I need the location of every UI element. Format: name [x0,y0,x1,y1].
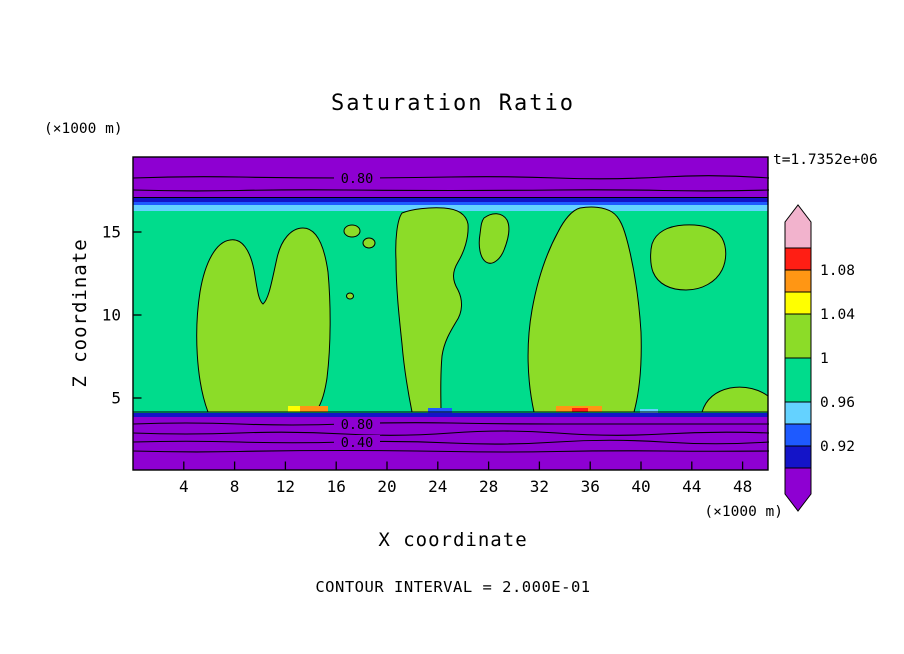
top-navy-strip [133,198,768,202]
x-tick-label: 48 [733,477,752,496]
colorbar-label: 0.96 [820,395,855,411]
x-tick-label: 16 [327,477,346,496]
top-blue-strip [133,202,768,205]
x-tick-label: 12 [276,477,295,496]
cool-spot-cyan [640,409,658,413]
contour-label-mask-bottom-2 [334,435,380,449]
x-tick-label: 32 [530,477,549,496]
hot-spot-yellow [288,406,302,412]
colorbar-segment [784,291,812,315]
contour-line-bottom-4 [132,449,770,453]
colorbar-label: 1.04 [820,307,855,323]
x-tick-label: 28 [479,477,498,496]
top-cyan-strip [133,205,768,211]
contour-plot-area: 0.80 0.80 0.40 [132,156,770,471]
x-axis-title: X coordinate [378,529,527,551]
x-tick-label: 4 [179,477,189,496]
colorbar-label: 1.08 [820,263,855,279]
colorbar-segment [784,401,812,425]
contour-line-top-080 [132,175,770,180]
colorbar: 1.08 1.04 1 0.96 0.92 [784,204,855,512]
x-tick-label: 20 [377,477,396,496]
x-tick-label: 36 [581,477,600,496]
y-tick-label: 10 [102,306,121,325]
contour-line-top-2 [132,189,770,192]
blob-small-2 [362,237,376,249]
blob-center-tall [395,207,469,413]
contour-label-top: 0.80 [341,171,374,187]
contour-interval-note: CONTOUR INTERVAL = 2.000E-01 [315,578,590,596]
colorbar-label: 1 [820,351,829,367]
contour-line-bottom-040 [132,439,770,445]
bottom-navy-strip [133,413,768,417]
blob-speck-1 [346,292,354,300]
time-label: t=1.7352e+06 [773,152,878,168]
x-tick-label: 24 [428,477,447,496]
blob-right-round [650,224,727,291]
y-tick-label: 5 [111,389,121,408]
colorbar-segment [784,247,812,271]
contour-label-bottom-080: 0.80 [341,417,374,433]
cool-spot-blue [428,408,452,413]
colorbar-over-arrow [784,204,812,249]
colorbar-label: 0.92 [820,439,855,455]
x-tick-label: 44 [682,477,701,496]
blob-small-1 [343,224,361,238]
blob-left-large [196,227,331,413]
contour-line-bottom-2 [132,430,770,436]
x-tick-label: 40 [631,477,650,496]
y-axis-title: Z coordinate [69,238,91,387]
colorbar-segment [784,445,812,469]
plot-frame [132,156,769,471]
colorbar-segment [784,423,812,447]
y-tick-label: 15 [102,223,121,242]
x-unit-label: (×1000 m) [704,504,783,520]
contour-label-mask-bottom-1 [334,417,380,431]
contour-label-bottom-040: 0.40 [341,435,374,451]
blob-bottom-right-corner [701,386,769,413]
colorbar-segment [784,269,812,293]
blob-right-center-large [527,206,642,413]
contour-line-bottom-080 [132,422,769,426]
x-tick-label: 8 [230,477,240,496]
blob-bean [478,213,510,264]
contour-label-mask-top [334,168,380,186]
hot-spot-orange-1 [300,406,328,412]
colorbar-segment [784,357,812,403]
chart-title: Saturation Ratio [331,91,575,116]
colorbar-segment [784,313,812,359]
colorbar-under-arrow [784,467,812,512]
y-unit-label: (×1000 m) [44,121,123,137]
hot-spot-red [572,408,588,412]
